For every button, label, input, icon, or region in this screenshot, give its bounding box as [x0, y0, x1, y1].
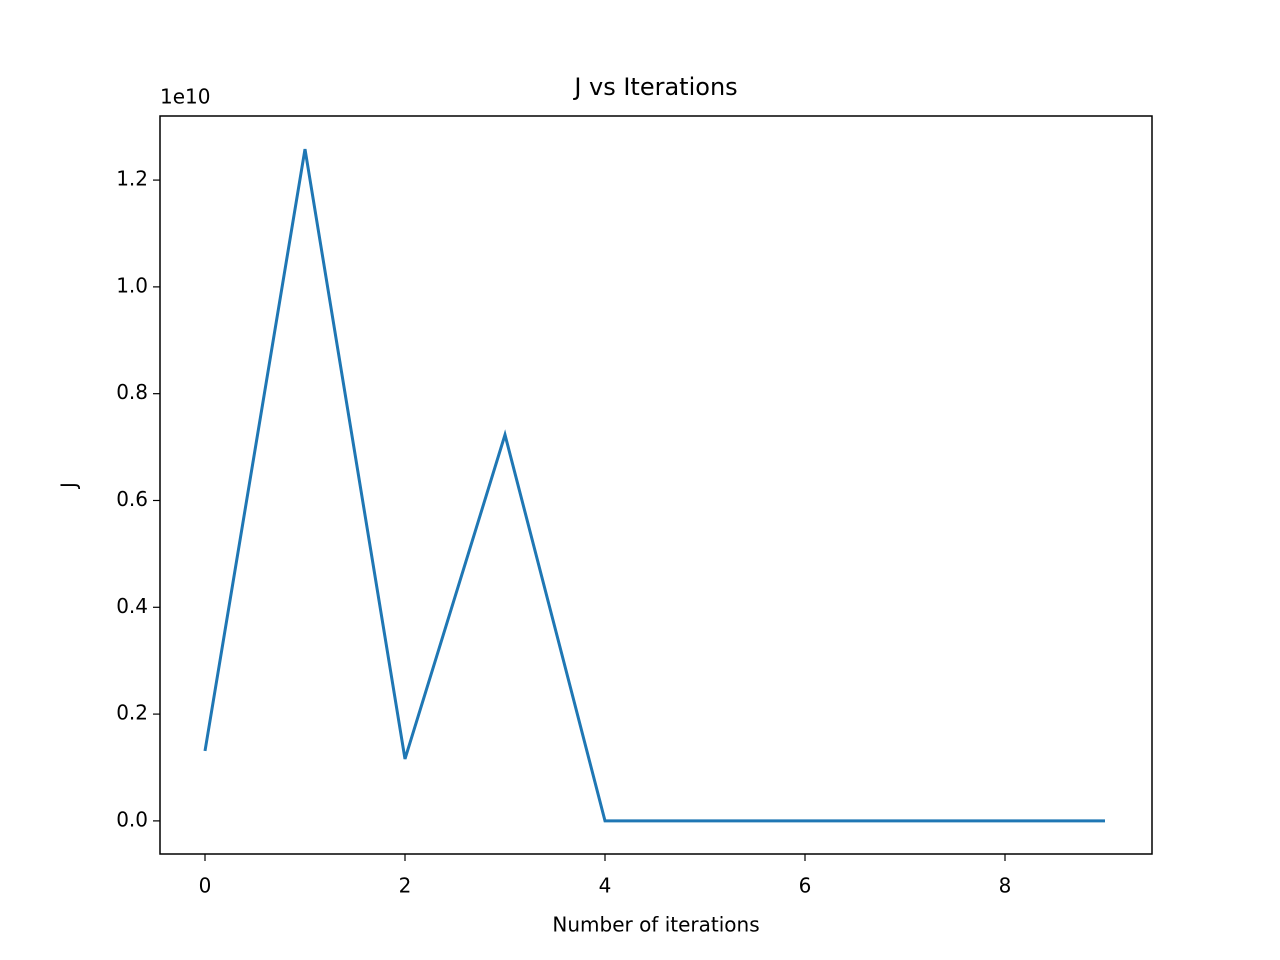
x-axis-label: Number of iterations — [552, 913, 759, 937]
plot-frame — [159, 115, 1153, 855]
x-tick-label: 6 — [799, 874, 812, 898]
y-axis-label: J — [57, 482, 81, 490]
y-tick-label: 1.2 — [116, 167, 148, 191]
y-tick-label: 0.4 — [116, 594, 148, 618]
line-series — [203, 148, 1105, 823]
x-tick-label: 8 — [999, 874, 1012, 898]
x-tick-label: 4 — [599, 874, 612, 898]
x-tick-label: 0 — [199, 874, 212, 898]
y-tick-label: 0.6 — [116, 487, 148, 511]
y-tick-label: 0.2 — [116, 701, 148, 725]
x-tick-label: 2 — [399, 874, 412, 898]
y-offset-label: 1e10 — [160, 85, 210, 109]
y-tick-label: 0.8 — [116, 380, 148, 404]
y-tick-label: 0.0 — [116, 807, 148, 831]
y-tick-label: 1.0 — [116, 273, 148, 297]
chart-title: J vs Iterations — [572, 73, 737, 101]
